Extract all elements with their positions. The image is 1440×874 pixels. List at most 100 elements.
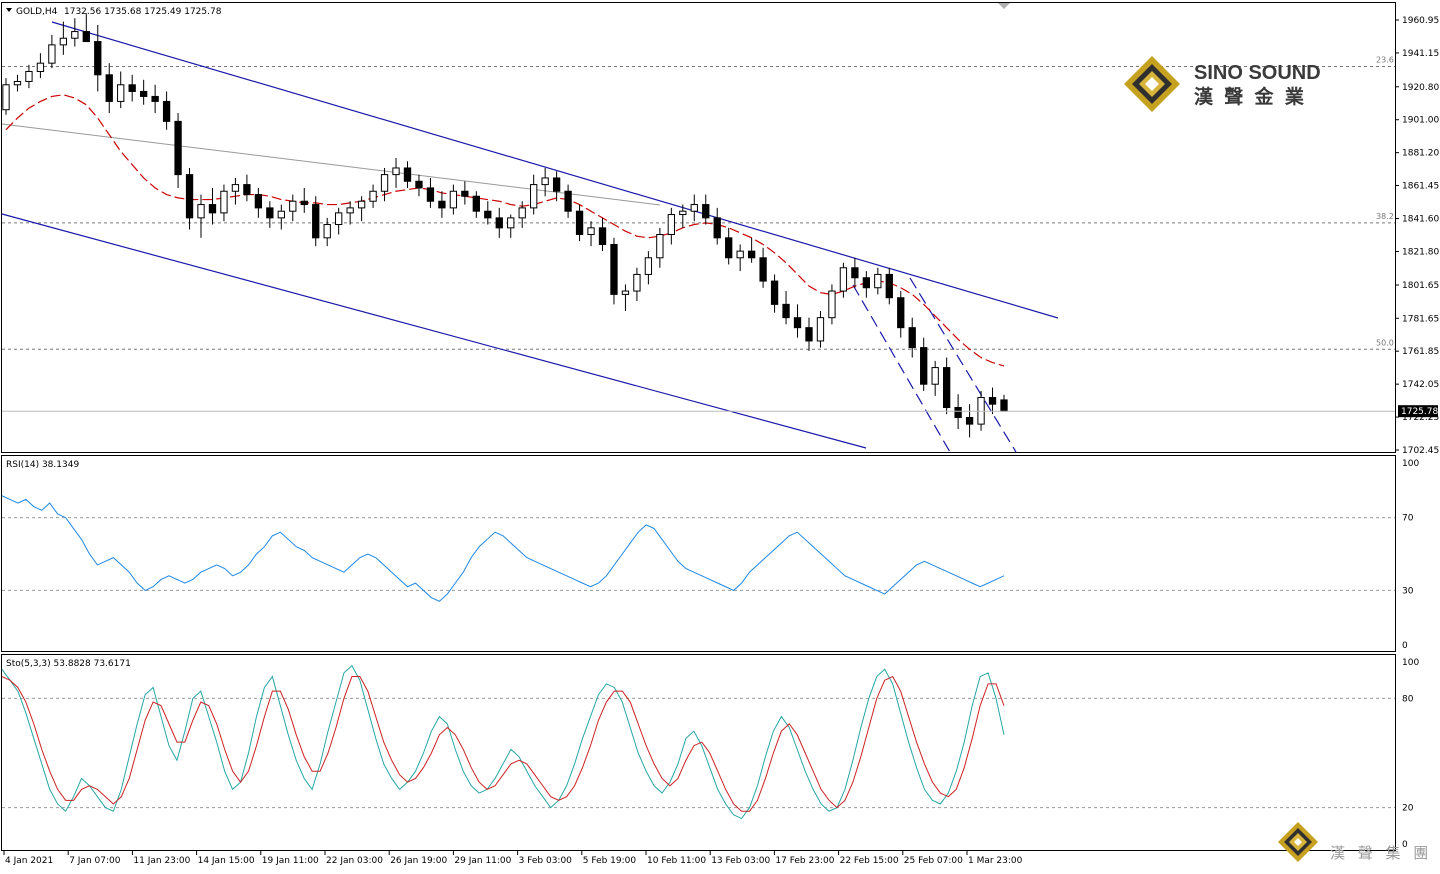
candle — [220, 184, 228, 222]
candle — [633, 267, 641, 302]
time-tick-label: 1 Mar 23:00 — [968, 856, 1023, 866]
candle — [656, 227, 664, 268]
candle — [300, 187, 308, 213]
candle — [874, 267, 882, 295]
candle — [828, 284, 836, 325]
price-axis: 1960.95 1941.15 1920.80 1901.00 1881.20 1861.… — [1395, 16, 1439, 456]
price-tick-label: 1901.00 — [1402, 116, 1439, 126]
time-tick-label: 10 Feb 11:00 — [647, 856, 706, 866]
candle — [667, 207, 675, 245]
candle — [495, 207, 503, 238]
candle — [805, 317, 813, 351]
candle — [243, 174, 251, 202]
candle — [438, 191, 446, 218]
candle — [644, 251, 653, 285]
candle — [48, 34, 56, 69]
candle — [208, 187, 217, 225]
rsi-axis: 100 70 30 0 — [1402, 459, 1419, 651]
candle — [346, 201, 354, 225]
oscillator-tick-label: 0 — [1402, 641, 1408, 651]
time-tick-label: 22 Jan 03:00 — [326, 856, 383, 866]
candle — [426, 177, 435, 208]
current-price-marker: 1725.78 — [2, 405, 1438, 418]
candle — [736, 244, 744, 272]
candle — [564, 184, 572, 218]
price-tick-label: 1761.85 — [1402, 347, 1439, 357]
time-tick-label: 29 Jan 11:00 — [454, 856, 511, 866]
candle — [793, 304, 802, 338]
candle — [266, 201, 274, 228]
candle — [747, 237, 756, 263]
candle — [942, 357, 951, 415]
candle — [185, 167, 194, 230]
candle — [862, 271, 870, 298]
candle — [25, 64, 33, 89]
candle — [988, 387, 997, 415]
rsi-line — [1, 495, 1005, 602]
brand-chinese: 漢 聲 金 業 — [1194, 85, 1307, 108]
candle — [36, 53, 45, 79]
candle — [920, 337, 928, 391]
time-tick-label: 4 Jan 2021 — [5, 856, 53, 866]
oscillator-tick-label: 0 — [1402, 840, 1408, 850]
candle — [380, 167, 389, 202]
candle — [415, 174, 423, 197]
time-tick-label: 17 Feb 23:00 — [775, 856, 834, 866]
candle — [541, 167, 549, 197]
dashed-channel-right — [909, 277, 1017, 453]
time-tick-label: 22 Feb 15:00 — [840, 856, 899, 866]
stochastic-signal-line — [1, 675, 1005, 812]
price-tick-label: 1722.25 — [1402, 413, 1439, 423]
candle — [128, 74, 136, 102]
candle — [725, 227, 733, 265]
candle — [598, 217, 607, 252]
candle — [162, 91, 171, 130]
corner-logo: 漢 聲 集 團 — [1278, 822, 1428, 862]
fib-level-label: 50.0 — [1376, 338, 1394, 347]
chart-shift-marker-icon[interactable] — [998, 3, 1010, 9]
candle — [610, 237, 618, 305]
price-tick-label: 1781.65 — [1402, 314, 1439, 324]
rsi-panel — [1, 455, 1396, 652]
time-tick-label: 11 Jan 23:00 — [133, 856, 190, 866]
price-tick-label: 1960.95 — [1402, 16, 1439, 26]
rsi-title: RSI(14) 38.1349 — [6, 460, 79, 470]
candle — [174, 113, 182, 188]
candle — [759, 247, 767, 288]
price-tick-label: 1801.65 — [1402, 281, 1439, 291]
price-tick-label: 1861.45 — [1402, 182, 1439, 192]
stochastic-title: Sto(5,3,3) 53.8828 73.6171 — [6, 659, 131, 669]
candle — [140, 79, 148, 105]
oscillator-tick-label: 30 — [1402, 586, 1414, 596]
candle — [587, 221, 595, 247]
fibonacci-levels: 23.6 38.2 50.0 — [2, 55, 1395, 350]
candle — [449, 184, 458, 215]
fib-level-label: 38.2 — [1376, 212, 1394, 221]
candle — [369, 184, 377, 208]
oscillator-tick-label: 70 — [1402, 514, 1414, 524]
candle — [621, 284, 630, 312]
time-tick-label: 3 Feb 03:00 — [519, 856, 573, 866]
candle — [770, 274, 779, 313]
candle — [151, 84, 159, 114]
time-tick-label: 26 Jan 19:00 — [390, 856, 447, 866]
candle — [679, 204, 687, 228]
time-tick-label: 13 Feb 03:00 — [711, 856, 770, 866]
price-tick-label: 1742.05 — [1402, 380, 1439, 390]
time-tick-label: 14 Jan 15:00 — [198, 856, 255, 866]
candle — [59, 21, 68, 55]
price-title: GOLD,H4 1732.56 1735.68 1725.49 1725.78 — [6, 7, 222, 17]
candle — [357, 196, 366, 222]
candle — [82, 13, 90, 43]
candle — [94, 24, 102, 92]
price-tick-label: 1821.80 — [1402, 247, 1439, 257]
candle — [323, 217, 331, 247]
candle — [931, 360, 939, 396]
time-axis: 4 Jan 2021 7 Jan 07:00 11 Jan 23:00 14 Jan … — [3, 851, 1023, 866]
candle — [403, 161, 412, 188]
candle — [575, 204, 584, 242]
candle — [965, 404, 974, 438]
candle — [13, 74, 22, 92]
